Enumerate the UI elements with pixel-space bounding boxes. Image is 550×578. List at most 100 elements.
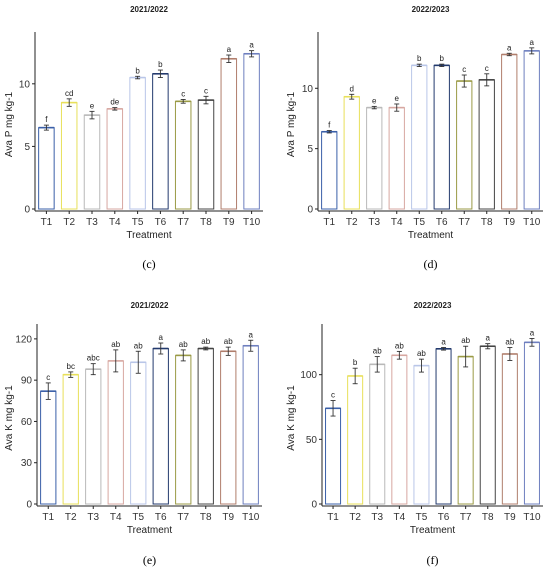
chart-panel-c: 2021/2022 0 5 10 Ava P mg kg-1 f T1 cd T2 e T3 de T4… (4, 5, 263, 271)
x-tick-label: T8 (481, 217, 493, 228)
significance-label: b (135, 66, 140, 75)
bar-T2 (343, 96, 360, 210)
bar-T1 (321, 131, 338, 210)
significance-label: b (440, 54, 445, 63)
bar-T8 (197, 348, 214, 505)
x-tick-label: T1 (327, 512, 339, 523)
chart-title: 2021/2022 (130, 5, 168, 14)
x-tick-label: T3 (87, 512, 99, 523)
x-tick-label: T7 (458, 217, 470, 228)
x-tick-label: T5 (132, 512, 144, 523)
bar-T6 (433, 64, 450, 210)
significance-label: a (530, 38, 535, 47)
x-tick-label: T9 (222, 512, 234, 523)
significance-label: a (249, 330, 254, 339)
x-tick-label: T1 (42, 512, 54, 523)
bar-T6 (435, 348, 452, 505)
bar-T4 (391, 354, 408, 505)
bar-T7 (175, 354, 192, 505)
significance-label: d (350, 84, 354, 93)
bar-T2 (60, 102, 78, 210)
x-tick-label: T3 (371, 512, 383, 523)
y-tick-label: 0 (307, 205, 313, 216)
significance-label: c (181, 89, 185, 98)
bar-T9 (501, 53, 518, 210)
significance-label: e (90, 101, 95, 110)
chart-panel-d: 2022/2023 0 5 10 Ava P mg kg-1 f T1 d T2 e T3 e T4 b T… (286, 5, 543, 271)
bar-T9 (501, 353, 518, 505)
x-tick-label: T5 (132, 217, 144, 228)
bar-T9 (220, 58, 238, 210)
x-tick-label: T9 (223, 217, 235, 228)
significance-label: b (158, 60, 163, 69)
significance-label: abc (87, 354, 100, 363)
y-tick-label: 60 (21, 417, 33, 428)
bar-T5 (129, 77, 146, 210)
bar-T8 (197, 99, 215, 210)
bar-T1 (40, 390, 57, 505)
bar-T5 (411, 64, 428, 210)
x-tick-label: T4 (110, 512, 122, 523)
significance-label: ab (134, 341, 143, 350)
x-axis-title: Treatment (127, 525, 172, 536)
significance-label: c (462, 65, 466, 74)
bar-T8 (479, 345, 496, 505)
bar-T4 (106, 108, 124, 210)
x-tick-label: T10 (243, 217, 261, 228)
significance-label: c (204, 86, 208, 95)
bar-T10 (243, 53, 260, 210)
y-tick-label: 10 (19, 79, 31, 90)
x-tick-label: T9 (503, 217, 515, 228)
y-tick-label: 10 (302, 84, 314, 95)
significance-label: bc (67, 362, 75, 371)
y-tick-label: 120 (15, 334, 32, 345)
significance-label: c (46, 373, 50, 382)
bar-T3 (85, 368, 102, 505)
significance-label: c (485, 64, 489, 73)
bar-T1 (325, 407, 342, 505)
x-tick-label: T2 (63, 217, 75, 228)
y-axis-title: Ava K mg kg-1 (286, 385, 297, 451)
y-axis-title: Ava K mg kg-1 (4, 385, 15, 451)
significance-label: e (372, 96, 377, 105)
bar-T6 (152, 73, 169, 210)
x-tick-label: T2 (346, 217, 358, 228)
significance-label: a (159, 333, 164, 342)
significance-label: a (249, 41, 254, 50)
x-tick-label: T9 (504, 512, 516, 523)
bar-T8 (478, 79, 495, 210)
panel-label: (c) (142, 257, 155, 271)
x-tick-label: T4 (109, 217, 121, 228)
significance-label: a (441, 338, 446, 347)
significance-label: a (507, 43, 512, 52)
x-tick-label: T6 (155, 217, 167, 228)
significance-label: f (328, 121, 331, 130)
significance-label: cd (65, 89, 73, 98)
bar-T2 (62, 374, 79, 505)
significance-label: c (331, 391, 335, 400)
significance-label: b (417, 54, 422, 63)
y-tick-label: 30 (21, 458, 33, 469)
significance-label: ab (505, 338, 514, 347)
bar-T3 (369, 363, 386, 505)
significance-label: ab (179, 340, 188, 349)
panel-label: (f) (427, 553, 439, 567)
chart-title: 2022/2023 (414, 301, 452, 310)
bar-T5 (413, 365, 430, 505)
y-tick-label: 0 (26, 500, 32, 511)
y-tick-label: 5 (307, 144, 313, 155)
significance-label: ab (461, 336, 470, 345)
x-tick-label: T3 (368, 217, 380, 228)
x-tick-label: T6 (438, 512, 450, 523)
x-axis-title: Treatment (410, 525, 455, 536)
x-tick-label: T10 (523, 217, 541, 228)
panel-label: (d) (424, 257, 438, 271)
significance-label: a (227, 45, 232, 54)
y-axis-title: Ava P mg kg-1 (286, 91, 297, 157)
bar-T10 (523, 341, 540, 505)
y-tick-label: 5 (24, 142, 30, 153)
bar-T7 (456, 80, 473, 210)
significance-label: ab (201, 337, 210, 346)
x-tick-label: T5 (413, 217, 425, 228)
